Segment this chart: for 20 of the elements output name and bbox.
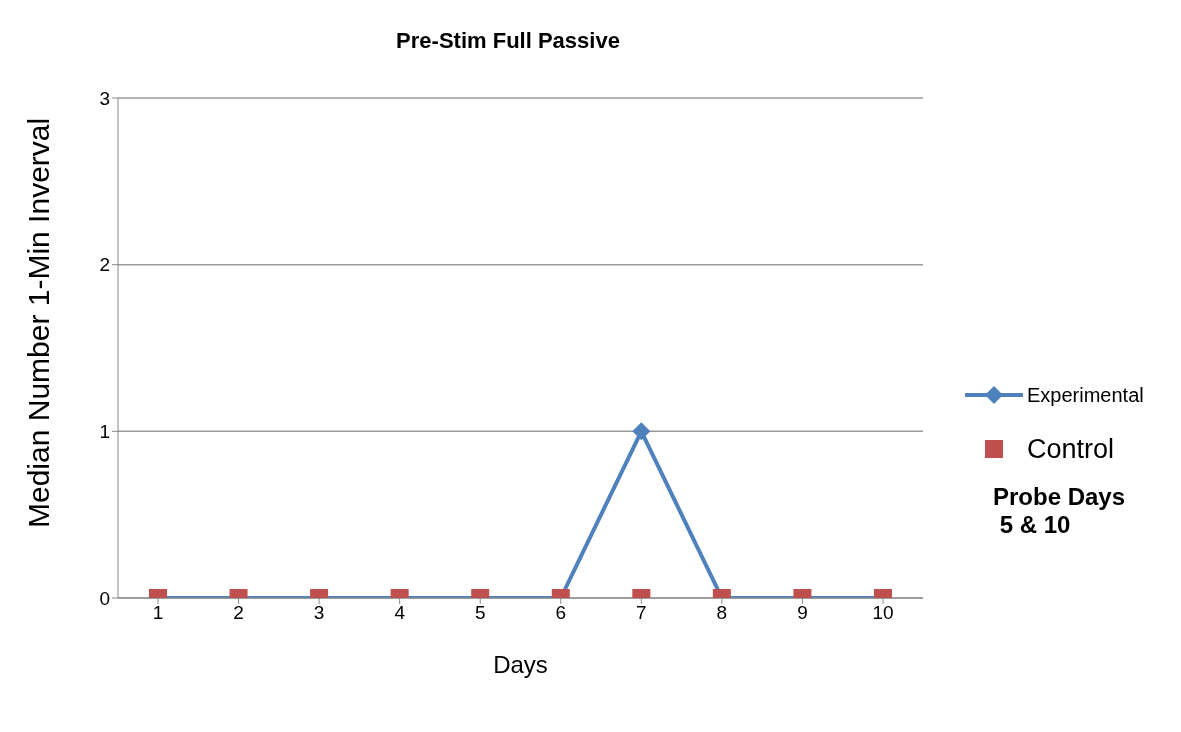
x-tick-label: 9 xyxy=(797,602,808,624)
chart-title: Pre-Stim Full Passive xyxy=(395,28,621,54)
y-tick-label: 0 xyxy=(99,587,110,609)
x-tick-label: 10 xyxy=(872,602,894,624)
y-tick-label: 1 xyxy=(99,421,110,443)
x-axis-title: Days xyxy=(493,651,548,678)
x-tick-label: 1 xyxy=(152,602,164,624)
x-tick-label: 4 xyxy=(394,602,406,624)
x-tick-label: 2 xyxy=(233,602,244,624)
text: Probe Days 5 & 10 xyxy=(993,483,1126,539)
x-tick-label: 6 xyxy=(555,602,567,624)
x-tick-label: 8 xyxy=(716,602,728,624)
legend-label: Experimental xyxy=(1027,383,1144,407)
legend-label: Control xyxy=(1027,433,1115,465)
x-tick-label: 3 xyxy=(313,602,325,624)
y-axis-title: Median Number 1-Min Inverval xyxy=(21,117,55,528)
x-tick-label: 7 xyxy=(636,602,647,624)
x-tick-label: 5 xyxy=(474,602,486,624)
y-tick-label: 3 xyxy=(99,87,110,109)
y-tick-label: 2 xyxy=(99,254,110,276)
